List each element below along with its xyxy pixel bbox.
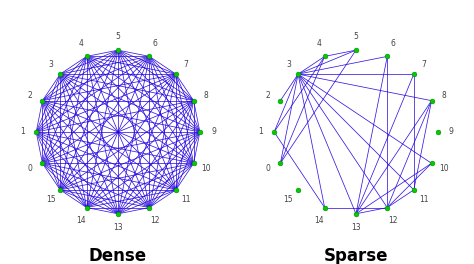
Text: 8: 8: [204, 91, 209, 100]
Text: 10: 10: [201, 164, 211, 173]
Text: 7: 7: [421, 60, 426, 69]
Text: 7: 7: [183, 60, 188, 69]
Text: 6: 6: [390, 39, 395, 48]
Text: 5: 5: [116, 32, 120, 41]
Text: 1: 1: [20, 128, 25, 136]
Text: 6: 6: [152, 39, 157, 48]
Text: 3: 3: [48, 60, 53, 69]
Text: 12: 12: [150, 216, 159, 225]
Text: 8: 8: [442, 91, 447, 100]
Text: 3: 3: [286, 60, 291, 69]
Text: 13: 13: [113, 223, 123, 232]
Text: 14: 14: [315, 216, 324, 225]
Text: 12: 12: [388, 216, 397, 225]
Text: 0: 0: [27, 164, 32, 173]
Text: 1: 1: [258, 128, 263, 136]
Text: 11: 11: [181, 195, 190, 204]
Text: 11: 11: [419, 195, 428, 204]
Text: 15: 15: [46, 195, 55, 204]
Text: 9: 9: [211, 128, 216, 136]
Text: 15: 15: [283, 195, 293, 204]
Text: 4: 4: [79, 39, 84, 48]
Text: 5: 5: [354, 32, 358, 41]
Text: Dense: Dense: [89, 247, 147, 264]
Text: 14: 14: [77, 216, 86, 225]
Text: 2: 2: [27, 91, 32, 100]
Text: 10: 10: [439, 164, 449, 173]
Text: Sparse: Sparse: [324, 247, 388, 264]
Text: 4: 4: [317, 39, 322, 48]
Text: 0: 0: [265, 164, 270, 173]
Text: 2: 2: [265, 91, 270, 100]
Text: 13: 13: [351, 223, 361, 232]
Text: 9: 9: [449, 128, 454, 136]
